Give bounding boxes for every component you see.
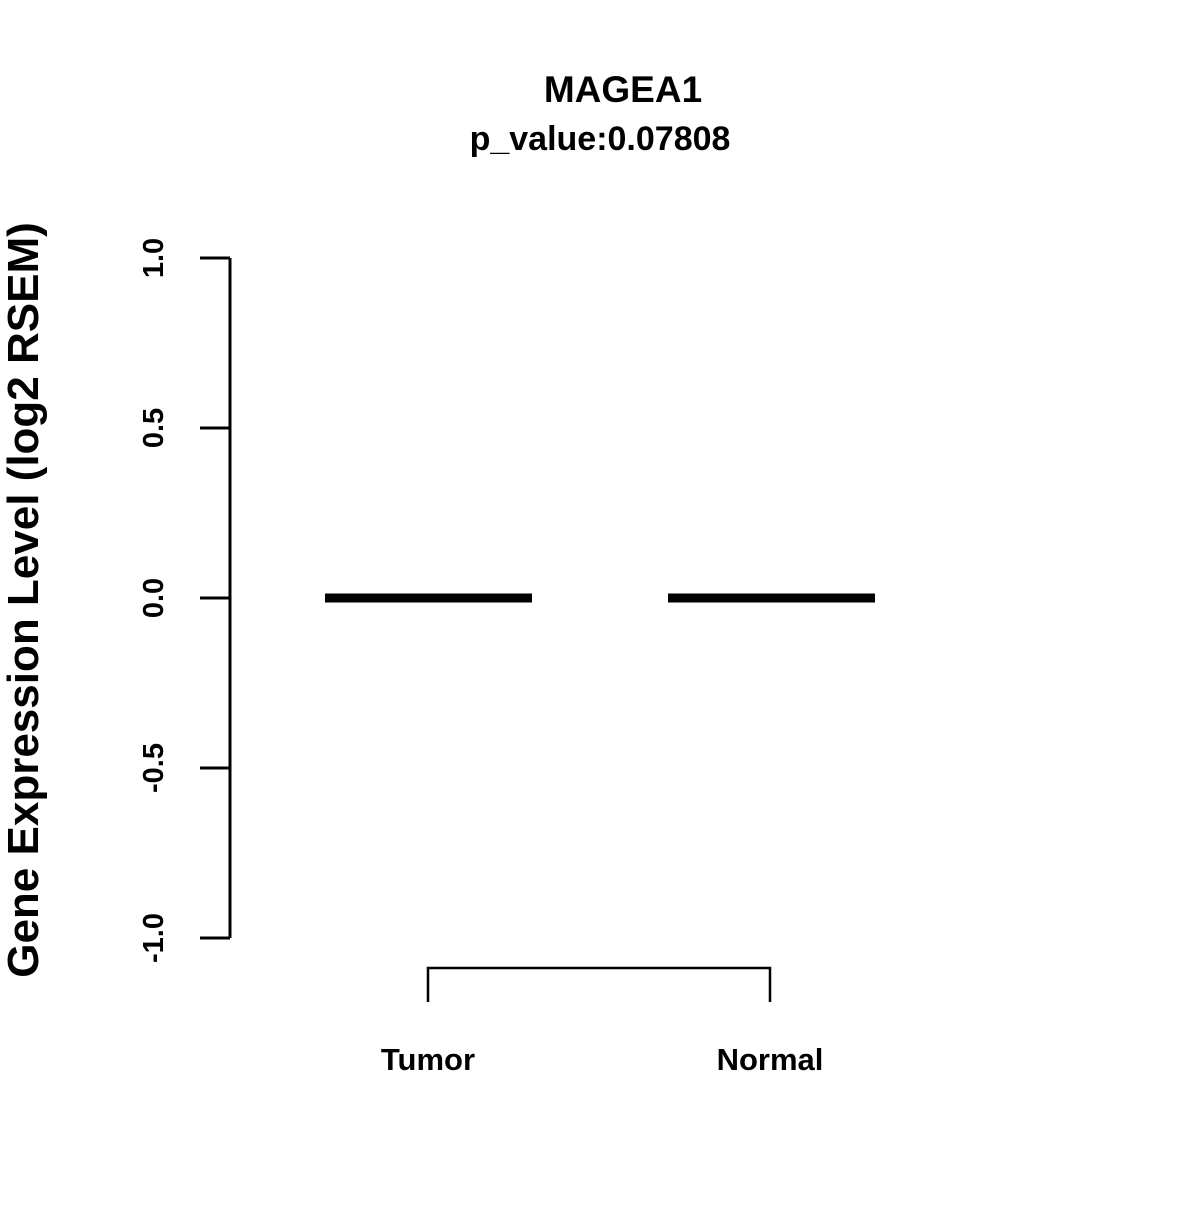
chart-subtitle: p_value:0.07808 xyxy=(470,120,731,158)
y-tick-label-2: 0.5 xyxy=(138,408,170,448)
x-label-tumor: Tumor xyxy=(381,1042,475,1077)
y-tick-label-5: -1.0 xyxy=(138,913,170,963)
x-label-normal: Normal xyxy=(717,1042,824,1077)
y-tick-label-4: -0.5 xyxy=(138,743,170,793)
y-tick-label-1: 1.0 xyxy=(138,238,170,278)
chart-title: MAGEA1 xyxy=(544,69,702,110)
y-tick-label-3: 0.0 xyxy=(138,578,170,618)
y-axis-label: Gene Expression Level (log2 RSEM) xyxy=(0,222,48,978)
comparison-bracket xyxy=(426,966,772,1002)
